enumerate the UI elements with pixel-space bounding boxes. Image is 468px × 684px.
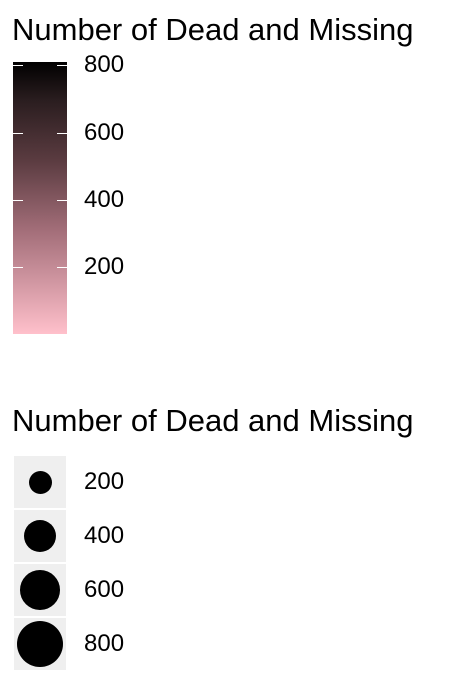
colorbar-tick-label: 200: [84, 253, 125, 280]
size-key: [14, 510, 66, 562]
size-key: [14, 564, 66, 616]
size-key-label: 600: [84, 576, 125, 603]
colorbar-tick-right: [57, 133, 67, 134]
colorbar-tick-label: 800: [84, 51, 125, 78]
size-key-point: [23, 519, 57, 553]
size-key: [14, 456, 66, 508]
colorbar-tick-left: [13, 65, 23, 66]
size-key-point: [17, 621, 63, 667]
colorbar-tick-left: [13, 133, 23, 134]
colorbar-tick-right: [57, 200, 67, 201]
size-key-label: 800: [84, 630, 125, 657]
color-legend-title: Number of Dead and Missing: [12, 12, 414, 47]
colorbar: [13, 62, 67, 334]
colorbar-tick-left: [13, 267, 23, 268]
size-key-label: 200: [84, 468, 125, 495]
size-key-point: [20, 570, 60, 610]
size-key-label: 400: [84, 522, 125, 549]
colorbar-tick-right: [57, 267, 67, 268]
colorbar-tick-right: [57, 65, 67, 66]
colorbar-tick-left: [13, 200, 23, 201]
colorbar-tick-label: 600: [84, 119, 125, 146]
size-key-point: [28, 470, 52, 494]
size-legend-title: Number of Dead and Missing: [12, 403, 414, 438]
colorbar-tick-label: 400: [84, 186, 125, 213]
size-key: [14, 618, 66, 670]
